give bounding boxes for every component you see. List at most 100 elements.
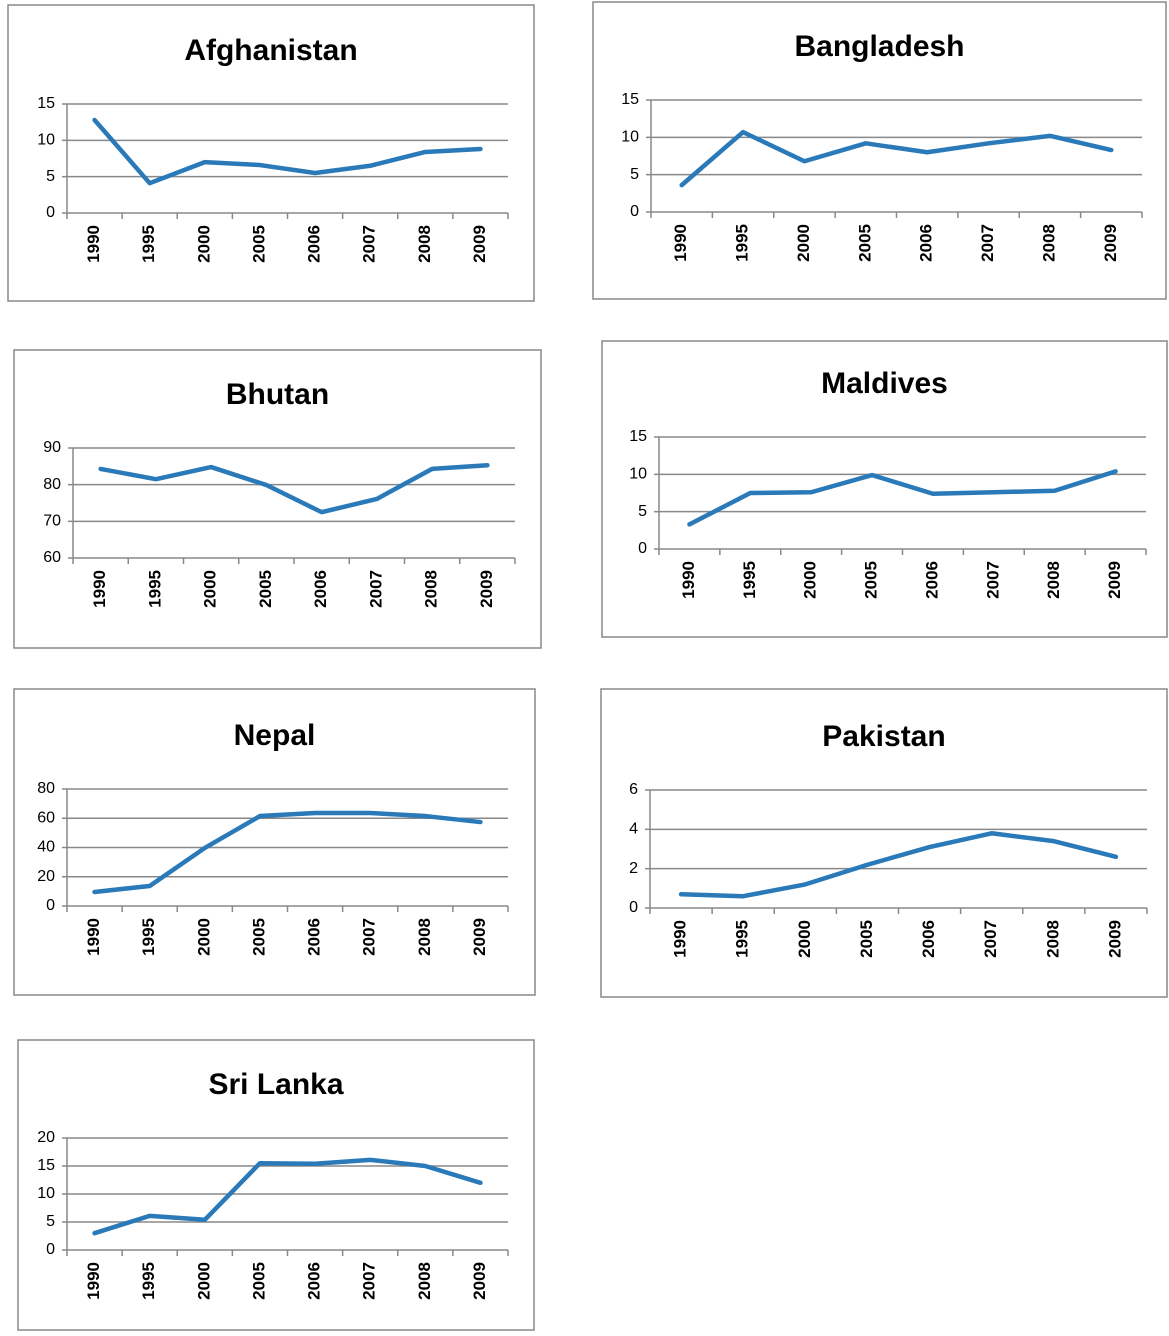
- x-tick-label: 2006: [305, 918, 324, 956]
- x-tick-label: 2008: [415, 1262, 434, 1300]
- x-tick-label: 2009: [470, 918, 489, 956]
- x-tick-label: 1995: [733, 224, 752, 262]
- x-tick-label: 2008: [1044, 561, 1063, 599]
- y-tick-label: 4: [629, 821, 638, 838]
- x-tick-label: 2000: [194, 918, 213, 956]
- data-line: [92, 117, 483, 186]
- x-tick-label: 2006: [305, 1262, 324, 1300]
- y-tick-label: 10: [621, 129, 639, 146]
- x-tick-label: 2008: [1039, 224, 1058, 262]
- x-tick-label: 2000: [201, 570, 220, 608]
- chart-title: Maldives: [821, 367, 948, 400]
- chart-title: Afghanistan: [184, 34, 357, 67]
- x-tick-label: 1990: [90, 570, 109, 608]
- data-line: [679, 129, 1114, 188]
- y-tick-label: 60: [43, 549, 61, 566]
- x-tick-label: 2007: [360, 918, 379, 956]
- x-tick-label: 1995: [139, 918, 158, 956]
- x-tick-label: 2007: [981, 920, 1000, 958]
- y-tick-label: 0: [46, 897, 55, 914]
- x-tick-label: 2000: [795, 920, 814, 958]
- y-tick-label: 80: [43, 476, 61, 493]
- data-line: [92, 1157, 483, 1236]
- x-tick-label: 2006: [305, 225, 324, 263]
- chart-title: Bangladesh: [794, 30, 964, 63]
- x-tick-label: 1995: [733, 920, 752, 958]
- x-tick-label: 2006: [917, 224, 936, 262]
- x-tick-label: 2005: [857, 920, 876, 958]
- x-tick-label: 2009: [470, 225, 489, 263]
- x-tick-label: 2008: [415, 918, 434, 956]
- chart-title: Nepal: [234, 719, 316, 752]
- y-tick-label: 20: [37, 1129, 55, 1146]
- x-tick-label: 2008: [422, 570, 441, 608]
- y-tick-label: 60: [37, 809, 55, 826]
- x-tick-label: 2006: [922, 561, 941, 599]
- x-tick-label: 1995: [145, 570, 164, 608]
- y-tick-label: 0: [630, 203, 639, 220]
- y-tick-label: 5: [630, 166, 639, 183]
- y-tick-label: 6: [629, 781, 638, 798]
- y-tick-label: 0: [46, 1241, 55, 1258]
- y-tick-label: 15: [37, 1157, 55, 1174]
- x-tick-label: 2005: [256, 570, 275, 608]
- x-tick-label: 2009: [477, 570, 496, 608]
- x-tick-label: 2000: [194, 225, 213, 263]
- chart-border: [592, 1, 1167, 300]
- y-tick-label: 20: [37, 868, 55, 885]
- x-tick-label: 1995: [139, 225, 158, 263]
- chart-border: [600, 688, 1168, 998]
- chart-panel: Bhutan 60 70 80 90 1990 1995 2000 2005 2006 2007 20…: [13, 349, 542, 649]
- x-tick-label: 1990: [84, 225, 103, 263]
- data-line: [678, 831, 1119, 899]
- x-tick-label: 2008: [415, 225, 434, 263]
- y-tick-label: 10: [37, 1185, 55, 1202]
- data-line: [687, 469, 1118, 527]
- x-tick-label: 1990: [84, 918, 103, 956]
- x-tick-label: 2000: [194, 1262, 213, 1300]
- y-tick-label: 40: [37, 839, 55, 856]
- y-tick-label: 10: [629, 466, 647, 483]
- chart-panel: Nepal 0 20 40 60 80 1990 1995 2000 2005 2006 2007 20…: [13, 688, 536, 996]
- y-tick-label: 2: [629, 860, 638, 877]
- chart-title: Bhutan: [226, 378, 329, 411]
- x-tick-label: 1995: [740, 561, 759, 599]
- chart-border: [17, 1039, 535, 1331]
- x-tick-label: 2009: [470, 1262, 489, 1300]
- y-tick-label: 15: [37, 95, 55, 112]
- x-tick-label: 2007: [360, 1262, 379, 1300]
- chart-panel: Maldives 0 5 10 15 1990 1995 2000 2005 2006 2007 20…: [601, 340, 1168, 638]
- x-tick-label: 2009: [1101, 224, 1120, 262]
- x-tick-label: 1990: [84, 1262, 103, 1300]
- x-tick-label: 2000: [801, 561, 820, 599]
- x-tick-label: 2006: [919, 920, 938, 958]
- y-tick-label: 10: [37, 132, 55, 149]
- x-tick-label: 2008: [1043, 920, 1062, 958]
- chart-panel: Afghanistan 0 5 10 15 1990 1995 2000 2005 2006 200…: [7, 4, 535, 302]
- y-tick-label: 5: [46, 168, 55, 185]
- x-tick-label: 2009: [1105, 561, 1124, 599]
- y-tick-label: 5: [638, 503, 647, 520]
- chart-title: Pakistan: [822, 720, 945, 753]
- x-tick-label: 1995: [139, 1262, 158, 1300]
- x-tick-label: 1990: [671, 920, 690, 958]
- chart-panel: Sri Lanka 0 5 10 15 20 1990 1995 2000 2005 2006 200…: [17, 1039, 535, 1331]
- x-tick-label: 2007: [366, 570, 385, 608]
- y-tick-label: 0: [46, 204, 55, 221]
- x-tick-label: 2009: [1105, 920, 1124, 958]
- data-line: [92, 810, 483, 895]
- x-tick-label: 2007: [360, 225, 379, 263]
- x-tick-label: 2005: [249, 1262, 268, 1300]
- x-tick-label: 1990: [671, 224, 690, 262]
- x-tick-label: 2005: [855, 224, 874, 262]
- chart-border: [13, 688, 536, 996]
- x-tick-label: 2007: [978, 224, 997, 262]
- chart-panel: Pakistan 0 2 4 6 1990 1995 2000 2005 2006 2007 2008…: [600, 688, 1168, 998]
- x-tick-label: 2006: [311, 570, 330, 608]
- y-tick-label: 15: [629, 428, 647, 445]
- y-tick-label: 15: [621, 91, 639, 108]
- y-tick-label: 0: [638, 540, 647, 557]
- chart-border: [601, 340, 1168, 638]
- x-tick-label: 2005: [249, 225, 268, 263]
